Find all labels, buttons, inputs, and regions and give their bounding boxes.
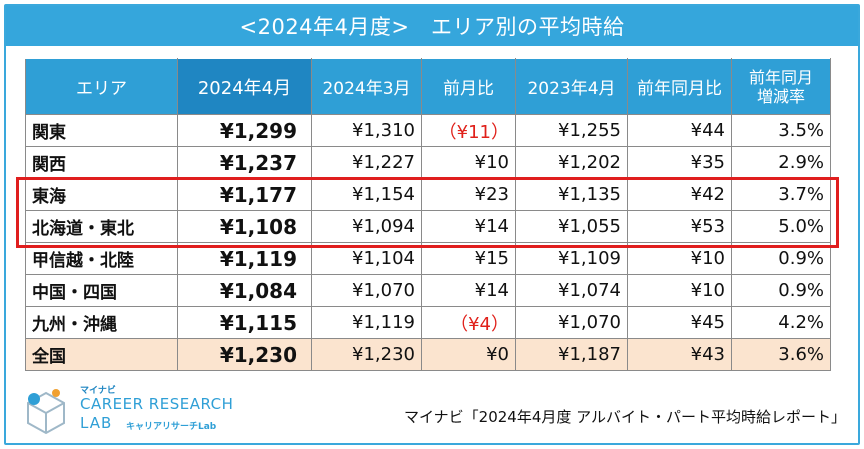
wage-table: エリア 2024年4月 2024年3月 前月比 2023年4月 前年同月比 前年… (25, 58, 831, 371)
cell-apr-2023: ¥1,109 (515, 242, 628, 275)
cell-region: 関東 (25, 114, 178, 147)
cell-apr-2023: ¥1,135 (515, 178, 628, 211)
cell-yoy: ¥10 (627, 274, 732, 307)
cell-region: 東海 (25, 178, 178, 211)
cell-region: 甲信越・北陸 (25, 242, 178, 275)
cube-logo-icon (27, 389, 65, 435)
cell-mom: ¥15 (421, 242, 516, 275)
header-area: エリア (25, 58, 178, 115)
cell-region: 九州・沖縄 (25, 306, 178, 339)
cell-apr-2024: ¥1,119 (177, 242, 312, 275)
header-yoy-rate: 前年同月 増減率 (731, 58, 831, 115)
cell-mar-2024: ¥1,094 (311, 210, 422, 243)
cell-mom: ¥14 (421, 274, 516, 307)
table-row: 関西 ¥1,237 ¥1,227 ¥10 ¥1,202 ¥35 2.9% (25, 146, 831, 179)
cell-mar-2024: ¥1,070 (311, 274, 422, 307)
cell-apr-2024: ¥1,084 (177, 274, 312, 307)
cell-region: 中国・四国 (25, 274, 178, 307)
cell-mar-2024: ¥1,310 (311, 114, 422, 147)
header-mom: 前月比 (421, 58, 516, 115)
cell-apr-2023: ¥1,074 (515, 274, 628, 307)
cell-apr-2024: ¥1,237 (177, 146, 312, 179)
cell-yoy-rate: 3.5% (731, 114, 831, 147)
cell-yoy-rate: 0.9% (731, 274, 831, 307)
cell-apr-2023: ¥1,187 (515, 338, 628, 371)
cell-mar-2024: ¥1,230 (311, 338, 422, 371)
logo-brand-small: マイナビ (80, 386, 116, 396)
cell-yoy-rate: 3.7% (731, 178, 831, 211)
cell-apr-2023: ¥1,202 (515, 146, 628, 179)
cell-region: 関西 (25, 146, 178, 179)
logo-brand-sub: キャリアリサーチLab (126, 422, 217, 432)
header-mar-2024: 2024年3月 (311, 58, 422, 115)
header-yoy-rate-line1: 前年同月 (748, 67, 813, 87)
cell-mar-2024: ¥1,227 (311, 146, 422, 179)
table-row: 東海 ¥1,177 ¥1,154 ¥23 ¥1,135 ¥42 3.7% (25, 178, 831, 211)
career-research-lab-logo: マイナビ CAREER RESEARCH LAB キャリアリサーチLab (20, 383, 260, 439)
cell-mar-2024: ¥1,119 (311, 306, 422, 339)
cell-mom: ¥14 (421, 210, 516, 243)
cell-yoy-rate: 5.0% (731, 210, 831, 243)
page-title: <2024年4月度> エリア別の平均時給 (6, 6, 858, 46)
cell-mom: （¥11） (421, 114, 516, 147)
cell-mom: ¥0 (421, 338, 516, 371)
header-apr-2024: 2024年4月 (177, 58, 312, 115)
table-header-row: エリア 2024年4月 2024年3月 前月比 2023年4月 前年同月比 前年… (25, 58, 831, 115)
cell-yoy: ¥53 (627, 210, 732, 243)
table-body: 関東 ¥1,299 ¥1,310 （¥11） ¥1,255 ¥44 3.5% 関西 ¥1,237… (25, 114, 831, 371)
header-apr-2023: 2023年4月 (515, 58, 628, 115)
cell-yoy-rate: 2.9% (731, 146, 831, 179)
header-yoy: 前年同月比 (627, 58, 732, 115)
cell-yoy-rate: 0.9% (731, 242, 831, 275)
cell-apr-2023: ¥1,070 (515, 306, 628, 339)
cell-apr-2023: ¥1,055 (515, 210, 628, 243)
cell-mom: （¥4） (421, 306, 516, 339)
logo-brand-main: CAREER RESEARCH (80, 395, 234, 413)
cell-apr-2024: ¥1,177 (177, 178, 312, 211)
cell-yoy-rate: 3.6% (731, 338, 831, 371)
table-row: 全国 ¥1,230 ¥1,230 ¥0 ¥1,187 ¥43 3.6% (25, 338, 831, 371)
table-row: 北海道・東北 ¥1,108 ¥1,094 ¥14 ¥1,055 ¥53 5.0% (25, 210, 831, 243)
table-row: 関東 ¥1,299 ¥1,310 （¥11） ¥1,255 ¥44 3.5% (25, 114, 831, 147)
cell-apr-2024: ¥1,108 (177, 210, 312, 243)
header-yoy-rate-line2: 増減率 (756, 86, 805, 106)
cell-yoy: ¥43 (627, 338, 732, 371)
logo-brand-lab: LAB (80, 414, 113, 432)
cell-mom: ¥10 (421, 146, 516, 179)
cell-apr-2024: ¥1,115 (177, 306, 312, 339)
table-row: 中国・四国 ¥1,084 ¥1,070 ¥14 ¥1,074 ¥10 0.9% (25, 274, 831, 307)
cell-yoy: ¥35 (627, 146, 732, 179)
source-citation: マイナビ「2024年4月度 アルバイト・パート平均時給レポート」 (403, 408, 846, 426)
cell-yoy: ¥45 (627, 306, 732, 339)
cell-mom: ¥23 (421, 178, 516, 211)
cell-region: 全国 (25, 338, 178, 371)
cell-yoy: ¥42 (627, 178, 732, 211)
cell-mar-2024: ¥1,154 (311, 178, 422, 211)
cell-yoy: ¥10 (627, 242, 732, 275)
table-row: 甲信越・北陸 ¥1,119 ¥1,104 ¥15 ¥1,109 ¥10 0.9% (25, 242, 831, 275)
cell-apr-2024: ¥1,299 (177, 114, 312, 147)
cell-yoy-rate: 4.2% (731, 306, 831, 339)
cell-yoy: ¥44 (627, 114, 732, 147)
cell-apr-2024: ¥1,230 (177, 338, 312, 371)
table-row: 九州・沖縄 ¥1,115 ¥1,119 （¥4） ¥1,070 ¥45 4.2% (25, 306, 831, 339)
cell-apr-2023: ¥1,255 (515, 114, 628, 147)
cell-mar-2024: ¥1,104 (311, 242, 422, 275)
cell-region: 北海道・東北 (25, 210, 178, 243)
